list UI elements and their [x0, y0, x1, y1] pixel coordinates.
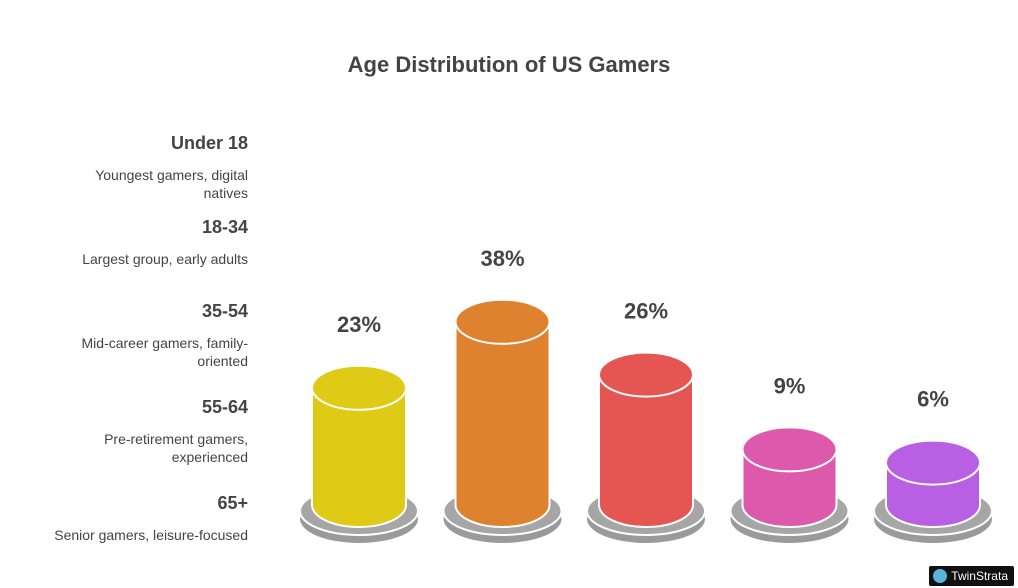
bar-cylinder: 26% [586, 299, 706, 543]
bar-top [741, 426, 838, 473]
bar-cylinder: 23% [299, 312, 419, 543]
chart-title: Age Distribution of US Gamers [347, 52, 671, 77]
category-label: 65+ Senior gamers, leisure-focused [48, 493, 248, 544]
bar-body [454, 320, 551, 528]
bar-top [598, 351, 694, 398]
category-label: 35-54 Mid-career gamers, family-oriented [48, 301, 248, 370]
category-label: Under 18 Youngest gamers, digital natives [48, 133, 248, 202]
twinstrata-logo-icon [933, 569, 948, 583]
bar-cylinder: 38% [442, 246, 563, 543]
bar-top [454, 298, 551, 345]
value-label: 26% [624, 299, 668, 324]
category-name: 65+ [217, 493, 248, 513]
category-name: Under 18 [170, 133, 248, 153]
value-label: 9% [774, 373, 806, 398]
bar-body [598, 373, 694, 528]
category-label: 55-64 Pre-retirement gamers, experienced [48, 397, 248, 466]
category-description: Youngest gamers, digital natives [95, 167, 248, 201]
bar-cylinder: 9% [729, 373, 850, 543]
category-name: 55-64 [201, 397, 248, 417]
value-label: 23% [337, 312, 381, 337]
value-label: 38% [480, 246, 524, 271]
bar-cylinder: 6% [873, 387, 993, 543]
category-description: Mid-career gamers, family-oriented [81, 335, 248, 369]
category-name: 35-54 [201, 301, 248, 321]
brand-badge: TwinStrata [929, 566, 1014, 586]
bar-top [885, 439, 981, 486]
category-description: Senior gamers, leisure-focused [54, 527, 248, 543]
category-name: 18-34 [201, 217, 248, 237]
bar-body [311, 386, 407, 528]
category-label: 18-34 Largest group, early adults [48, 217, 248, 268]
value-label: 6% [917, 387, 949, 412]
brand-label: TwinStrata [951, 569, 1008, 583]
category-description: Largest group, early adults [82, 251, 248, 267]
bar-top [311, 364, 407, 411]
category-description: Pre-retirement gamers, experienced [104, 431, 248, 465]
